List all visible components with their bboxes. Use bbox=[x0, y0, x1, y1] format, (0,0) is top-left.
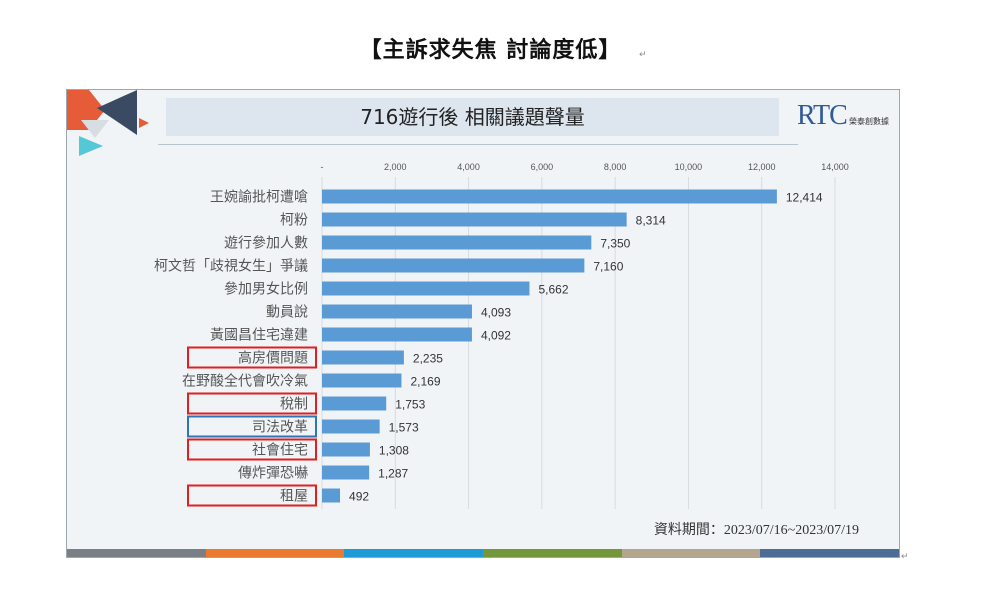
bar-value-label: 1,308 bbox=[379, 444, 409, 458]
decor-cyan-triangle bbox=[79, 136, 103, 156]
bar-value-label: 1,573 bbox=[389, 421, 419, 435]
footer-color-bar bbox=[67, 549, 899, 557]
decor-navy-triangle bbox=[97, 90, 137, 135]
category-label: 在野酸全代會吹冷氣 bbox=[182, 373, 308, 390]
bar bbox=[322, 465, 370, 480]
bar-value-label: 1,753 bbox=[395, 398, 425, 412]
category-label: 黃國昌住宅違建 bbox=[210, 328, 308, 344]
category-label: 高房價問題 bbox=[238, 350, 308, 367]
highlight-box bbox=[187, 438, 317, 461]
decor-small-arrow bbox=[139, 118, 149, 128]
bar-value-label: 492 bbox=[349, 490, 369, 504]
bar bbox=[322, 396, 387, 411]
bar bbox=[322, 373, 402, 388]
slide: 716遊行後 相關議題聲量 RTC 榮泰創數據 - 2,000 4,000 6,000… bbox=[66, 89, 900, 558]
bar bbox=[322, 258, 585, 273]
return-mark: ↵ bbox=[639, 50, 647, 60]
bar-value-label: 8,314 bbox=[636, 214, 666, 228]
category-label: 稅制 bbox=[280, 397, 308, 413]
slide-title: 716遊行後 相關議題聲量 bbox=[360, 105, 585, 129]
category-label: 柯粉 bbox=[280, 213, 308, 229]
footer-segment bbox=[344, 549, 484, 557]
date-range: 資料期間：2023/07/16~2023/07/19 bbox=[653, 523, 859, 538]
decor-triangles bbox=[67, 90, 149, 156]
bar bbox=[322, 281, 530, 296]
bar bbox=[322, 304, 472, 319]
return-mark-end: ↵ bbox=[901, 552, 909, 562]
footer-segment bbox=[483, 549, 622, 557]
page-title: 【主訴求失焦 討論度低】 bbox=[359, 38, 622, 63]
bar-value-label: 5,662 bbox=[538, 283, 568, 297]
x-tick-label: 6,000 bbox=[531, 162, 554, 172]
bar bbox=[322, 488, 341, 503]
bar-value-label: 12,414 bbox=[786, 191, 823, 205]
x-tick-label: 8,000 bbox=[604, 162, 627, 172]
category-label: 社會住宅 bbox=[252, 443, 308, 459]
logo-text: 榮泰創數據 bbox=[849, 117, 889, 126]
highlight-box bbox=[187, 484, 317, 507]
x-tick-label: 14,000 bbox=[821, 162, 849, 172]
x-tick-label: 4,000 bbox=[457, 162, 480, 172]
category-label: 動員說 bbox=[266, 304, 308, 321]
x-tick-label: 10,000 bbox=[675, 162, 703, 172]
x-tick-label: 12,000 bbox=[748, 162, 776, 172]
bar bbox=[322, 350, 404, 365]
category-label: 司法改革 bbox=[252, 420, 308, 436]
bar-value-label: 4,093 bbox=[481, 306, 511, 320]
category-label: 參加男女比例 bbox=[224, 281, 308, 298]
bar-value-label: 4,092 bbox=[481, 329, 511, 343]
bar bbox=[322, 212, 627, 227]
x-tick-label: 2,000 bbox=[384, 162, 407, 172]
bar-value-label: 7,160 bbox=[593, 260, 623, 274]
bar bbox=[322, 419, 380, 434]
bar-value-label: 1,287 bbox=[378, 467, 408, 481]
bar bbox=[322, 235, 592, 250]
decor-grey-triangle bbox=[81, 120, 109, 138]
category-label: 王婉諭批柯遭嗆 bbox=[210, 190, 308, 206]
footer-segment bbox=[621, 549, 761, 557]
category-label: 傳炸彈恐嚇 bbox=[238, 466, 308, 482]
category-label: 租屋 bbox=[280, 489, 308, 505]
bar bbox=[322, 327, 472, 342]
slide-title-box: 716遊行後 相關議題聲量 bbox=[166, 98, 779, 136]
highlight-box bbox=[187, 415, 317, 438]
footer-segment bbox=[205, 549, 345, 557]
bar-value-label: 2,169 bbox=[410, 375, 440, 389]
bar-chart: - 2,000 4,000 6,000 8,000 10,000 12,000 14,000 1… bbox=[154, 162, 849, 509]
company-logo: RTC 榮泰創數據 bbox=[797, 98, 897, 138]
highlight-box bbox=[187, 392, 317, 415]
bar-value-label: 7,350 bbox=[600, 237, 630, 251]
highlight-box bbox=[187, 346, 317, 369]
title-underline bbox=[158, 144, 798, 145]
x-tick-label: - bbox=[321, 162, 324, 172]
bar-value-label: 2,235 bbox=[413, 352, 443, 366]
footer-segment bbox=[760, 549, 899, 557]
bar bbox=[322, 189, 777, 204]
footer-segment bbox=[67, 549, 206, 557]
logo-letters: RTC bbox=[797, 100, 848, 131]
bar bbox=[322, 442, 370, 457]
category-label: 柯文哲「歧視女生」爭議 bbox=[154, 258, 308, 275]
category-label: 遊行參加人數 bbox=[224, 236, 308, 252]
